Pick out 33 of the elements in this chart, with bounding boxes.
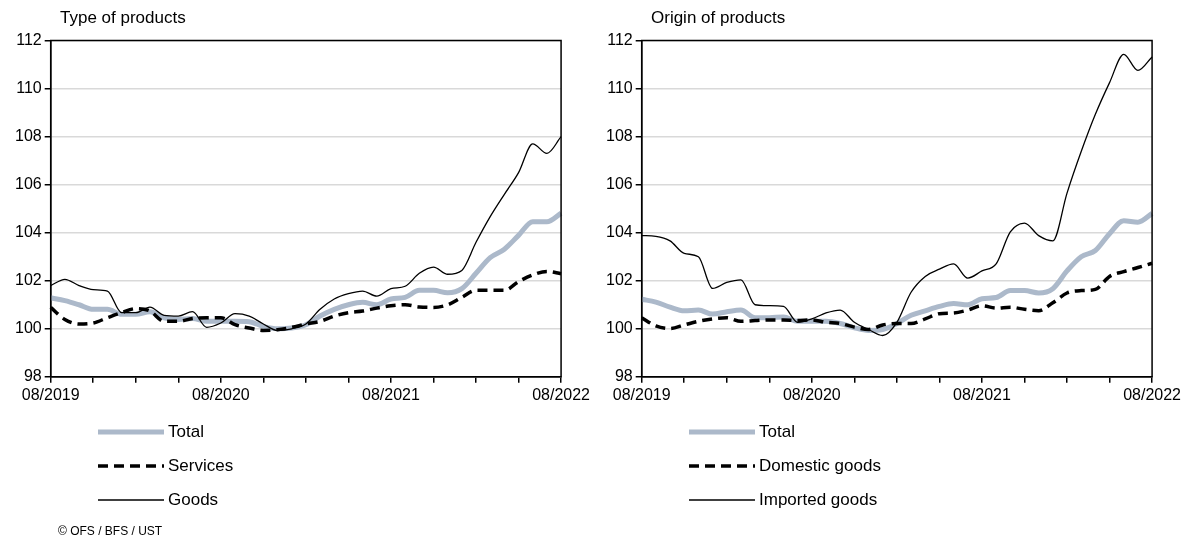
x-tick-label: 08/2020	[191, 385, 250, 403]
y-tick-label: 108	[14, 127, 42, 145]
x-tick-label: 08/2021	[362, 385, 420, 403]
y-tick-label: 106	[14, 175, 42, 193]
legend-label: Total	[759, 422, 795, 442]
y-tick-label: 98	[23, 367, 42, 385]
x-tick-label: 08/2022	[532, 385, 591, 403]
y-tick-label: 100	[605, 319, 633, 337]
legend-label: Domestic goods	[759, 456, 881, 476]
chart-title: Type of products	[60, 8, 187, 28]
x-tick-label: 08/2019	[21, 385, 80, 403]
y-tick-label: 108	[605, 127, 633, 145]
x-tick-label: 08/2019	[612, 385, 671, 403]
legend-label: Goods	[168, 490, 219, 510]
y-tick-label: 110	[607, 79, 633, 97]
text: © OFS / BFS / UST	[58, 524, 164, 538]
y-tick-label: 104	[605, 223, 633, 241]
y-tick-label: 104	[14, 223, 42, 241]
y-tick-label: 100	[14, 319, 42, 337]
y-tick-label: 112	[16, 31, 42, 49]
x-tick-label: 08/2022	[1123, 385, 1182, 403]
x-tick-label: 08/2021	[953, 385, 1011, 403]
legend-label: Services	[168, 456, 234, 476]
y-tick-label: 102	[605, 271, 633, 289]
chart-title: Origin of products	[651, 8, 787, 28]
y-tick-label: 106	[605, 175, 633, 193]
y-tick-label: 102	[14, 271, 42, 289]
y-tick-label: 110	[16, 79, 42, 97]
x-tick-label: 08/2020	[782, 385, 841, 403]
legend-label: Total	[168, 422, 204, 442]
legend-label: Imported goods	[759, 490, 878, 510]
y-tick-label: 112	[607, 31, 633, 49]
y-tick-label: 98	[614, 367, 633, 385]
